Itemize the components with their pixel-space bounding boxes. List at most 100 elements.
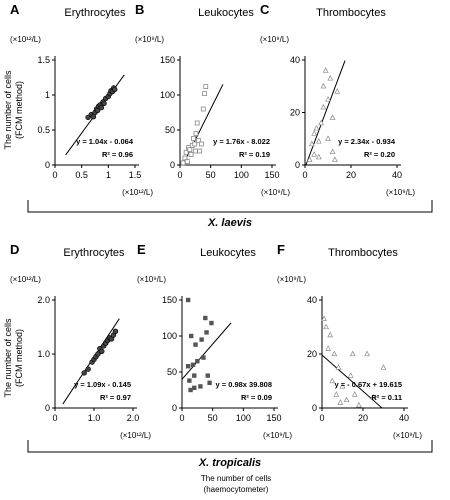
chart-panel-a: A Erythrocytes (×10¹²/L) (×10¹²/L) 0 0.5 1 1.5 0… [10,2,153,197]
panel-title: Leukocytes [200,247,256,259]
data-point [192,373,197,378]
x-tick-label: 40 [399,413,409,423]
data-point [189,333,194,339]
data-point [318,119,324,126]
y-tick-label: 0 [45,160,50,170]
r-squared-label: R² = 0.97 [100,393,131,402]
x-unit-label: (×10¹²/L) [122,188,153,197]
data-point [193,342,198,347]
data-point [329,148,336,155]
x-tick-label: 100 [236,413,251,423]
panel-letter: A [10,2,20,17]
data-point [184,159,190,164]
x-tick-label: 1.5 [129,170,142,180]
x-tick-label: 40 [392,170,402,180]
species-label-top: X. laevis [207,217,252,229]
data-point [98,104,105,111]
data-point [205,373,210,378]
data-point [204,330,209,335]
data-point [183,149,189,155]
x-unit-label: (×10⁹/L) [393,431,422,440]
x-tick-label: 150 [264,170,279,180]
data-point [197,148,203,154]
y-tick-label: 50 [167,367,177,377]
y-axis-label-bottom-line1: The number of cells [3,318,13,398]
data-point [199,337,204,342]
data-point [311,130,318,136]
data-point [187,147,193,153]
y-axis-label-top-line1: The number of cells [3,70,13,150]
y-axis-label-bottom-line2: (FCM method) [14,329,24,387]
data-point [325,135,331,141]
x-tick-label: 50 [208,413,218,423]
y-tick-label: 0 [45,403,50,413]
panel-title: Erythrocytes [64,7,126,19]
y-tick-label: 0 [312,403,317,413]
data-point [339,383,346,389]
x-tick-label: 0.5 [75,170,88,180]
data-point [185,297,191,303]
data-point [320,103,327,110]
regression-equation: y = 2.34x - 0.934 [338,137,396,146]
x-axis-label-line2: (haemocytometer) [204,485,269,494]
data-point [370,393,377,400]
y-unit-label: (×10⁹/L) [137,275,166,284]
species-bracket-top [27,200,433,213]
data-point [327,75,334,81]
y-tick-label: 2.0 [37,295,50,305]
r-squared-label: R² = 0.19 [239,150,270,159]
data-point [327,331,334,338]
y-unit-label: (×10⁹/L) [277,275,306,284]
chart-panel-d: D Erythrocytes (×10¹²/L) (×10¹²/L) 0 1.0 2.0 0 1… [10,242,151,440]
data-point [202,91,207,96]
data-point [201,355,206,360]
data-point [347,372,354,378]
data-point [335,364,342,370]
species-label-bottom: X. tropicalis [198,457,261,469]
r-squared-label: R² = 0.09 [241,393,272,402]
regression-equation: y = - 0.67x + 19.615 [334,380,402,389]
data-point [203,84,209,89]
panel-title: Thrombocytes [316,7,386,19]
x-axis-label-line1: The number of cells [201,474,271,483]
regression-equation: y = 1.04x - 0.064 [76,137,134,146]
data-point [95,351,101,357]
data-point [85,366,91,372]
y-unit-label: (×10⁹/L) [135,35,164,44]
y-tick-label: 150 [162,295,177,305]
x-tick-label: 20 [346,170,356,180]
panel-letter: C [260,2,270,17]
data-point [193,131,199,136]
data-point [306,156,313,162]
panels: A Erythrocytes (×10¹²/L) (×10¹²/L) 0 0.5 1 1.5 0… [10,2,422,440]
y-tick-label: 20 [290,108,300,118]
data-point [101,100,107,107]
data-point [192,148,198,154]
data-point [188,152,194,157]
y-tick-label: 40 [290,55,300,65]
data-point [191,135,196,141]
data-point [325,345,332,351]
data-point [315,153,322,160]
regression-equation: y = 1.76x - 8.022 [213,137,270,146]
y-unit-label: (×10¹²/L) [10,275,41,284]
y-tick-label: 0 [295,160,300,170]
y-tick-label: 40 [307,295,317,305]
panel-title: Leukocytes [198,7,254,19]
x-unit-label: (×10⁹/L) [261,188,290,197]
data-point [334,88,341,94]
data-point [364,350,370,357]
x-tick-label: 0 [302,170,307,180]
regression-line [305,60,346,166]
r-squared-label: R² = 0.20 [364,150,395,159]
y-tick-label: 0 [172,403,177,413]
y-unit-label: (×10¹²/L) [10,35,41,44]
data-point [203,315,208,321]
data-point [329,377,336,384]
data-point [198,384,203,389]
y-tick-label: 0 [170,160,175,170]
y-tick-label: 100 [160,90,175,100]
data-point [195,138,201,143]
x-tick-label: 0 [52,413,57,423]
